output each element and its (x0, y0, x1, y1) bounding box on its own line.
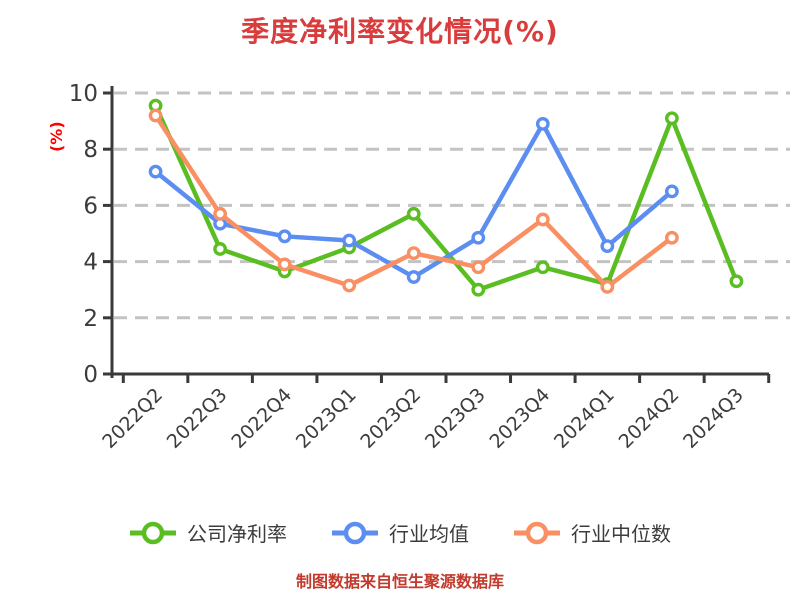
y-tick-label: 8 (83, 137, 98, 163)
data-point-marker (406, 246, 421, 261)
data-point-marker (277, 229, 292, 244)
x-tick-label: 2023Q4 (485, 384, 554, 453)
x-tick-label: 2024Q1 (550, 384, 619, 453)
data-point-marker (342, 233, 357, 248)
legend-marker-icon (130, 521, 176, 544)
data-source-note: 制图数据来自恒生聚源数据库 (295, 572, 504, 591)
data-point-marker (729, 274, 744, 289)
y-axis-unit-label: (%) (47, 121, 66, 152)
x-tick-label: 2023Q3 (421, 384, 490, 453)
legend-item-0: 公司净利率 (129, 518, 287, 547)
data-point-marker (213, 206, 228, 221)
x-tick-label: 2022Q4 (227, 384, 296, 453)
y-tick-label: 0 (83, 362, 98, 388)
data-point-marker (600, 279, 615, 294)
chart-title: 季度净利率变化情况(%) (241, 15, 559, 48)
legend-label: 行业中位数 (571, 522, 671, 546)
legend-marker-icon (514, 521, 560, 544)
data-point-marker (664, 184, 679, 199)
data-point-marker (148, 108, 163, 123)
legend-label: 行业均值 (389, 522, 469, 546)
chart-legend: 公司净利率 行业均值 行业中位数 (0, 518, 800, 547)
legend-item-1: 行业均值 (331, 518, 469, 547)
data-point-marker (471, 230, 486, 245)
x-tick-label: 2023Q1 (292, 384, 361, 453)
data-point-marker (406, 206, 421, 221)
legend-item-2: 行业中位数 (513, 518, 671, 547)
data-point-marker (406, 270, 421, 284)
x-tick-label: 2024Q2 (615, 384, 684, 453)
data-point-marker (148, 164, 163, 179)
x-tick-label: 2022Q2 (98, 384, 167, 453)
data-point-marker (213, 242, 228, 256)
x-tick-label: 2024Q3 (679, 384, 748, 453)
data-point-marker (471, 260, 486, 275)
data-point-marker (664, 111, 679, 126)
legend-label: 公司净利率 (187, 522, 287, 546)
data-point-marker (342, 278, 357, 293)
x-tick-label: 2023Q2 (356, 384, 425, 453)
data-point-marker (277, 257, 292, 272)
data-point-marker (471, 282, 486, 297)
data-point-marker (535, 260, 550, 275)
y-tick-label: 4 (83, 250, 98, 276)
data-point-marker (664, 230, 679, 245)
data-point-marker (535, 212, 550, 227)
y-tick-label: 2 (83, 306, 98, 332)
data-point-marker (600, 239, 615, 254)
y-tick-label: 10 (69, 81, 98, 107)
legend-marker-icon (332, 521, 378, 544)
data-point-marker (535, 117, 550, 131)
x-tick-label: 2022Q3 (163, 384, 232, 453)
y-tick-label: 6 (83, 193, 98, 219)
series-line-0 (153, 103, 739, 292)
